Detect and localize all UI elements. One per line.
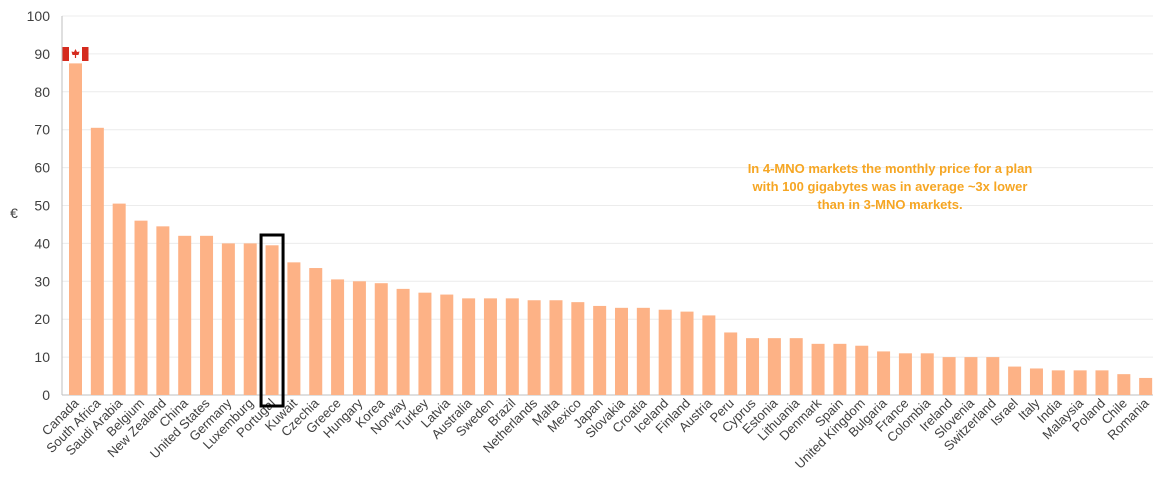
bar-colombia xyxy=(920,353,934,395)
annotation-line: than in 3-MNO markets. xyxy=(817,197,963,212)
bar-new-zealand xyxy=(156,226,170,395)
bar-united-kingdom xyxy=(855,345,869,395)
bar-peru xyxy=(724,332,738,395)
y-tick-label: 0 xyxy=(42,387,50,403)
bar-cyprus xyxy=(746,338,760,395)
bar-france xyxy=(898,353,912,395)
y-tick-label: 50 xyxy=(34,198,50,214)
bar-japan xyxy=(593,305,607,395)
bar-hungary xyxy=(352,281,366,395)
y-tick-label: 40 xyxy=(34,235,50,251)
bar-spain xyxy=(833,343,847,395)
bar-greece xyxy=(331,279,345,395)
y-tick-label: 70 xyxy=(34,122,50,138)
bar-portugal xyxy=(265,245,279,395)
bar-saudi-arabia xyxy=(112,203,126,395)
bar-malaysia xyxy=(1073,370,1087,395)
y-tick-label: 60 xyxy=(34,160,50,176)
canada-flag-icon xyxy=(62,47,89,61)
y-tick-label: 100 xyxy=(27,8,51,24)
bar-latvia xyxy=(440,294,454,395)
bar-luxemburg xyxy=(243,243,257,395)
bar-canada xyxy=(69,63,82,395)
bar-malta xyxy=(549,300,563,395)
bar-denmark xyxy=(811,343,825,395)
bar-norway xyxy=(396,288,410,395)
bar-iceland xyxy=(658,309,672,395)
bar-romania xyxy=(1139,377,1153,395)
bar-chile xyxy=(1117,374,1131,395)
bar-israel xyxy=(1008,366,1022,395)
bar-ireland xyxy=(942,357,956,395)
bar-turkey xyxy=(418,292,432,395)
bar-italy xyxy=(1029,368,1043,395)
bar-slovenia xyxy=(964,357,978,395)
bar-austria xyxy=(702,315,716,395)
y-tick-label: 10 xyxy=(34,349,50,365)
bar-brazil xyxy=(505,298,519,395)
bar-slovakia xyxy=(615,307,628,395)
y-axis-label: € xyxy=(10,205,18,221)
y-tick-label: 30 xyxy=(34,273,50,289)
bar-kuwait xyxy=(287,262,301,395)
annotation-line: with 100 gigabytes was in average ~3x lo… xyxy=(752,179,1028,194)
bar-netherlands xyxy=(527,300,541,395)
bar-poland xyxy=(1095,370,1109,395)
annotation-text: In 4-MNO markets the monthly price for a… xyxy=(690,160,1090,214)
bar-india xyxy=(1051,370,1065,395)
bar-belgium xyxy=(134,220,148,395)
bar-germany xyxy=(221,243,235,395)
bar-united-states xyxy=(200,235,214,395)
bar-lithuania xyxy=(789,338,803,395)
bar-finland xyxy=(680,311,694,395)
bar-south-africa xyxy=(90,127,104,396)
annotation-line: In 4-MNO markets the monthly price for a… xyxy=(747,161,1033,176)
bar-switzerland xyxy=(986,357,1000,395)
bar-australia xyxy=(462,298,476,395)
bar-korea xyxy=(374,283,388,395)
bar-estonia xyxy=(767,338,781,395)
bar-czechia xyxy=(309,268,323,395)
bar-bulgaria xyxy=(877,351,891,395)
y-tick-label: 90 xyxy=(34,46,50,62)
y-axis-ticks: 0 10 20 30 40 50 60 70 80 90 100 xyxy=(27,8,51,403)
y-tick-label: 20 xyxy=(34,311,50,327)
bars xyxy=(69,63,1153,396)
bar-china xyxy=(178,235,192,395)
y-tick-label: 80 xyxy=(34,84,50,100)
bar-sweden xyxy=(483,298,497,395)
bar-mexico xyxy=(571,302,585,395)
highlight-box-portugal xyxy=(259,233,285,408)
bar-croatia xyxy=(636,307,650,395)
